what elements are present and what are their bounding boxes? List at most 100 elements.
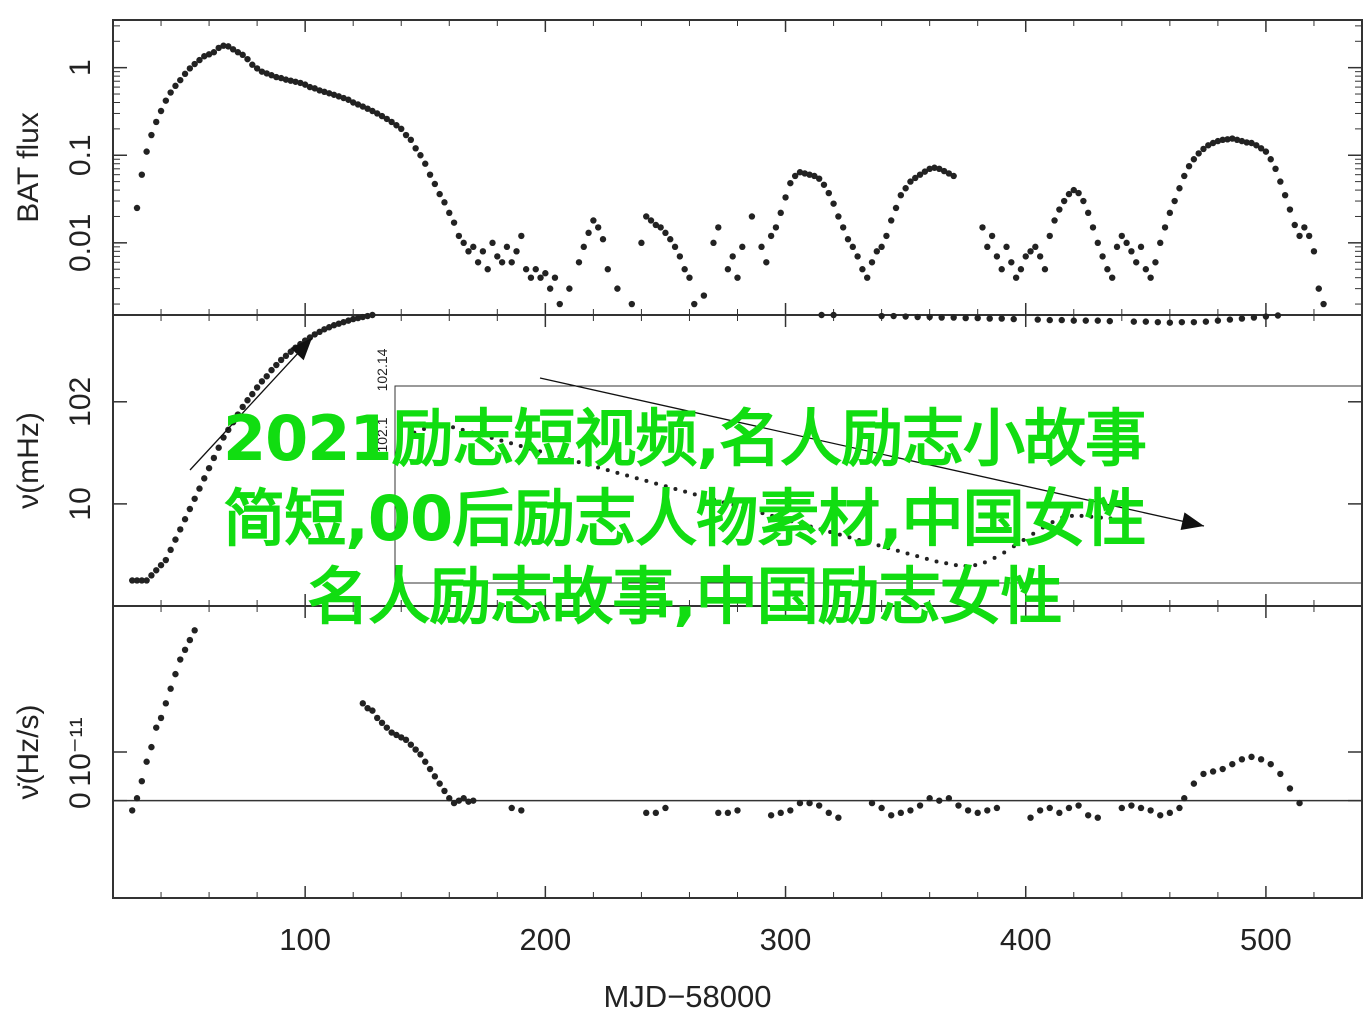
data-point-top: [138, 171, 146, 178]
data-point-inset: [470, 430, 475, 435]
data-point-inset: [895, 548, 900, 553]
overlay-title-line-2: 简短,00后励志人物素材,中国女性: [223, 482, 1146, 555]
data-point-top: [1301, 224, 1308, 231]
data-point-top: [157, 107, 165, 115]
data-point-inset: [460, 427, 465, 432]
data-point-bottom: [364, 705, 371, 712]
data-point-top: [594, 224, 602, 231]
data-point-top: [1243, 139, 1250, 146]
y-axis-title-top: BAT flux: [12, 112, 45, 223]
overlay-title-line-3: 名人励志故事,中国励志女性: [307, 560, 1063, 633]
data-point-top: [662, 229, 669, 237]
data-point-inset: [750, 508, 755, 513]
data-point-middle: [1178, 318, 1186, 326]
data-point-bottom: [1027, 814, 1034, 821]
data-point-bottom: [897, 809, 905, 817]
data-point-inset: [712, 497, 717, 502]
data-point-top: [1118, 232, 1126, 240]
data-point-top: [201, 53, 208, 60]
data-point-top: [340, 94, 347, 102]
data-point-bottom: [1147, 807, 1154, 814]
data-point-inset: [944, 561, 949, 566]
data-point-top: [181, 70, 189, 78]
data-point-top: [859, 266, 866, 273]
data-point-middle: [998, 315, 1005, 322]
data-point-middle: [153, 567, 160, 574]
data-point-bottom: [652, 809, 660, 817]
data-point-top: [1157, 239, 1164, 247]
data-point-inset: [760, 511, 765, 516]
data-point-top: [1109, 274, 1116, 281]
data-point-bottom: [172, 670, 179, 678]
data-point-middle: [830, 311, 837, 319]
data-point-bottom: [955, 802, 962, 809]
data-point-bottom: [1181, 795, 1188, 802]
data-point-inset: [857, 538, 862, 543]
data-point-top: [715, 224, 722, 231]
data-point-bottom: [1176, 804, 1183, 812]
data-point-top: [1152, 259, 1159, 266]
data-point-middle: [138, 577, 146, 584]
data-point-middle: [167, 546, 174, 554]
data-point-inset: [499, 438, 504, 443]
data-point-top: [926, 165, 933, 173]
data-point-top: [494, 253, 501, 260]
overlay-title-line-1: 2021励志短视频,名人励志小故事: [222, 402, 1147, 475]
data-point-middle: [1106, 317, 1113, 325]
data-point-top: [446, 209, 453, 217]
data-point-top: [1147, 274, 1154, 281]
data-point-middle: [239, 403, 246, 411]
data-point-inset: [934, 559, 939, 564]
data-point-top: [1238, 137, 1246, 145]
x-tick-label: 100: [279, 922, 331, 957]
data-point-top: [186, 65, 194, 72]
data-point-bottom: [383, 724, 391, 731]
data-point-top: [614, 285, 621, 292]
data-point-middle: [157, 561, 165, 569]
data-point-bottom: [907, 807, 914, 814]
data-point-inset: [1060, 515, 1065, 520]
data-point-inset: [992, 555, 997, 560]
y-tick-label: 1: [64, 59, 97, 76]
data-point-middle: [938, 314, 945, 321]
data-point-middle: [1010, 315, 1017, 323]
data-point-bottom: [407, 741, 415, 748]
data-point-top: [258, 68, 266, 75]
data-point-top: [1185, 162, 1193, 170]
data-point-bottom: [162, 700, 170, 707]
data-point-inset: [509, 441, 514, 446]
data-point-top: [945, 170, 953, 177]
data-point-top: [556, 300, 563, 308]
data-point-top: [364, 105, 371, 112]
data-point-top: [892, 204, 900, 212]
data-point-top: [369, 107, 376, 115]
inset-arrow-left-shaft: [189, 337, 313, 471]
data-point-top: [1248, 139, 1255, 147]
data-point-middle: [1130, 318, 1138, 325]
data-point-middle: [205, 464, 213, 472]
data-point-bottom: [1248, 753, 1255, 761]
data-point-middle: [229, 419, 237, 426]
data-point-top: [575, 259, 583, 266]
data-point-top: [1262, 148, 1270, 155]
data-point-top: [686, 274, 693, 281]
data-point-middle: [311, 331, 318, 338]
data-point-top: [282, 76, 290, 83]
data-point-inset: [557, 454, 562, 459]
data-point-middle: [335, 320, 342, 327]
data-point-inset: [789, 519, 794, 524]
data-point-bottom: [1056, 809, 1063, 817]
data-point-top: [249, 61, 256, 68]
data-point-top: [791, 172, 799, 180]
data-point-top: [681, 266, 688, 273]
data-point-top: [1233, 136, 1241, 144]
data-point-top: [671, 243, 679, 251]
data-point-inset: [799, 521, 804, 526]
data-point-top: [1310, 248, 1318, 255]
data-point-middle: [148, 572, 155, 579]
data-point-middle: [287, 348, 294, 355]
data-point-top: [292, 78, 299, 85]
data-point-top: [167, 89, 174, 96]
data-point-top: [378, 112, 386, 120]
data-point-top: [407, 136, 415, 144]
